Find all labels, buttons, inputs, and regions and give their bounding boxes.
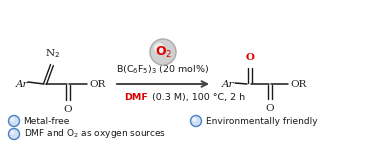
Circle shape <box>8 128 20 140</box>
Text: (0.3 M), 100 °C, 2 h: (0.3 M), 100 °C, 2 h <box>149 92 245 101</box>
Circle shape <box>154 43 164 53</box>
Circle shape <box>10 117 14 122</box>
Circle shape <box>10 130 14 135</box>
Text: N$_2$: N$_2$ <box>45 47 60 60</box>
Text: DMF and O$_2$ as oxygen sources: DMF and O$_2$ as oxygen sources <box>23 127 166 141</box>
Circle shape <box>191 116 201 127</box>
Circle shape <box>192 117 197 122</box>
Text: Ar: Ar <box>222 80 234 88</box>
Text: Metal-free: Metal-free <box>23 117 70 126</box>
Text: Ar: Ar <box>16 80 28 88</box>
Text: B(C$_6$F$_5$)$_3$ (20 mol%): B(C$_6$F$_5$)$_3$ (20 mol%) <box>116 64 210 76</box>
Text: O: O <box>64 105 72 114</box>
Text: Environmentally friendly: Environmentally friendly <box>206 117 317 126</box>
Text: OR: OR <box>291 80 307 88</box>
Text: OR: OR <box>90 80 106 88</box>
Text: DMF: DMF <box>124 92 148 101</box>
Text: O: O <box>245 53 254 62</box>
Text: O: O <box>266 104 274 113</box>
Circle shape <box>150 39 176 65</box>
Text: O$_2$: O$_2$ <box>155 44 173 60</box>
Circle shape <box>8 116 20 127</box>
